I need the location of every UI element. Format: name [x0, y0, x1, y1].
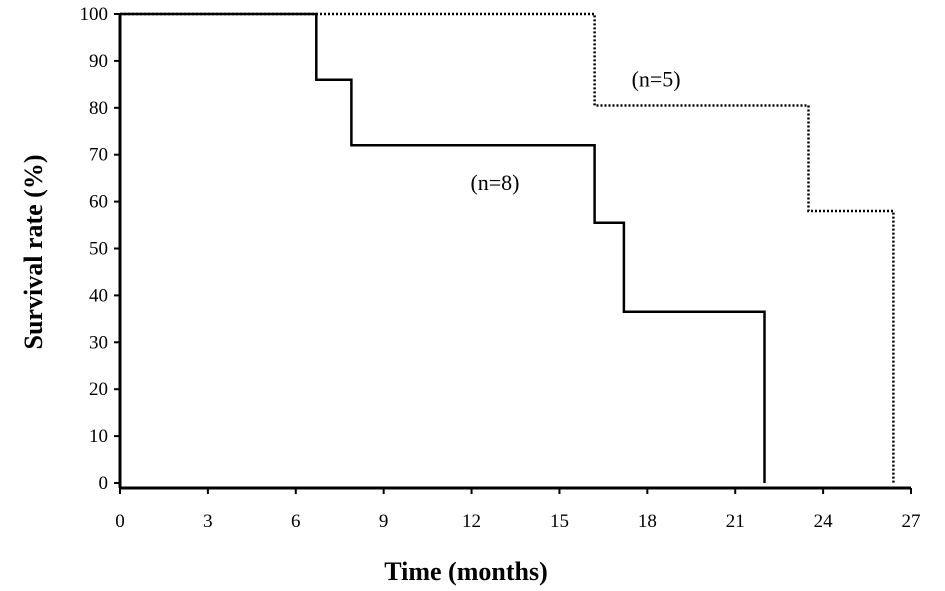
y-tick-label: 100 — [80, 4, 109, 25]
y-tick-label: 40 — [89, 285, 108, 306]
y-tick-label: 50 — [89, 239, 108, 260]
x-tick-label: 21 — [726, 511, 745, 532]
axes-layer — [118, 14, 911, 490]
series-annotation: (n=5) — [632, 67, 681, 92]
y-tick-label: 30 — [89, 332, 108, 353]
annotations-layer: (n=8) (n=5) — [470, 67, 680, 195]
y-tick-label: 0 — [99, 473, 109, 494]
x-tick-label: 18 — [638, 511, 657, 532]
y-tick-label: 90 — [89, 51, 108, 72]
y-tick-label: 70 — [89, 145, 108, 166]
series-line-2-dotted — [120, 12, 895, 483]
ticks-layer: 0 3 6 9 12 15 18 21 24 27 0 10 20 30 40 50 60 70 80 90 100 — [80, 4, 921, 532]
x-tick-label: 27 — [902, 511, 921, 532]
y-tick-label: 20 — [89, 379, 108, 400]
y-axis-title: Survival rate (%) — [19, 155, 48, 350]
x-tick-label: 3 — [203, 511, 213, 532]
series-layer — [120, 12, 895, 483]
series-line-1-solid — [120, 12, 766, 483]
x-tick-label: 12 — [462, 511, 481, 532]
x-tick-label: 0 — [115, 511, 125, 532]
x-tick-label: 24 — [814, 511, 834, 532]
x-tick-label: 9 — [379, 511, 389, 532]
x-axis-title: Time (months) — [384, 557, 547, 586]
y-tick-label: 10 — [89, 426, 108, 447]
x-tick-label: 15 — [550, 511, 569, 532]
series-annotation: (n=8) — [470, 170, 519, 195]
y-tick-label: 80 — [89, 98, 108, 119]
x-tick-label: 6 — [291, 511, 301, 532]
y-tick-label: 60 — [89, 192, 108, 213]
